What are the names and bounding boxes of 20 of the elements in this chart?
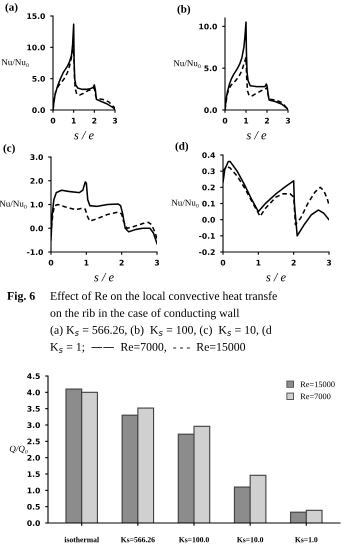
chart-title: (c) <box>3 144 15 154</box>
chart-title: (a) <box>5 2 18 14</box>
x-axis-title: s / e <box>246 131 266 140</box>
legend-label: Re=7000 <box>300 394 331 400</box>
x-axis-title: s / e <box>74 131 94 140</box>
y-axis-title: Nu/Nu₀ <box>174 60 201 68</box>
y-axis-title: Nu/Nu₀ <box>172 200 199 208</box>
chart-title: (d) <box>175 142 188 152</box>
text: K$_{s}$ = 1; —— Re=7000, - - - Re=15000 <box>50 342 246 353</box>
text: on the rib in the case of conducting wall <box>50 308 240 320</box>
caption: Fig. 6 <box>7 292 35 302</box>
x-axis-title: s / e <box>266 273 286 282</box>
legend-label: Re=15000 <box>300 382 335 388</box>
chart-title: (b) <box>177 4 190 16</box>
y-axis-title: Nu/Nu₀ <box>0 200 27 209</box>
y-axis-title: Q/Q₀ <box>10 446 28 454</box>
y-axis-title: Nu/Nu₀ <box>2 59 29 68</box>
x-axis-title: s / e <box>94 273 114 282</box>
text: (a) K$_{s}$ = 566.26, (b) K$_{s}$ = 100, (c) K$_{s}$ = 10, (d <box>50 326 272 336</box>
text: Effect of Re on the local convective heat transfe <box>50 292 277 300</box>
